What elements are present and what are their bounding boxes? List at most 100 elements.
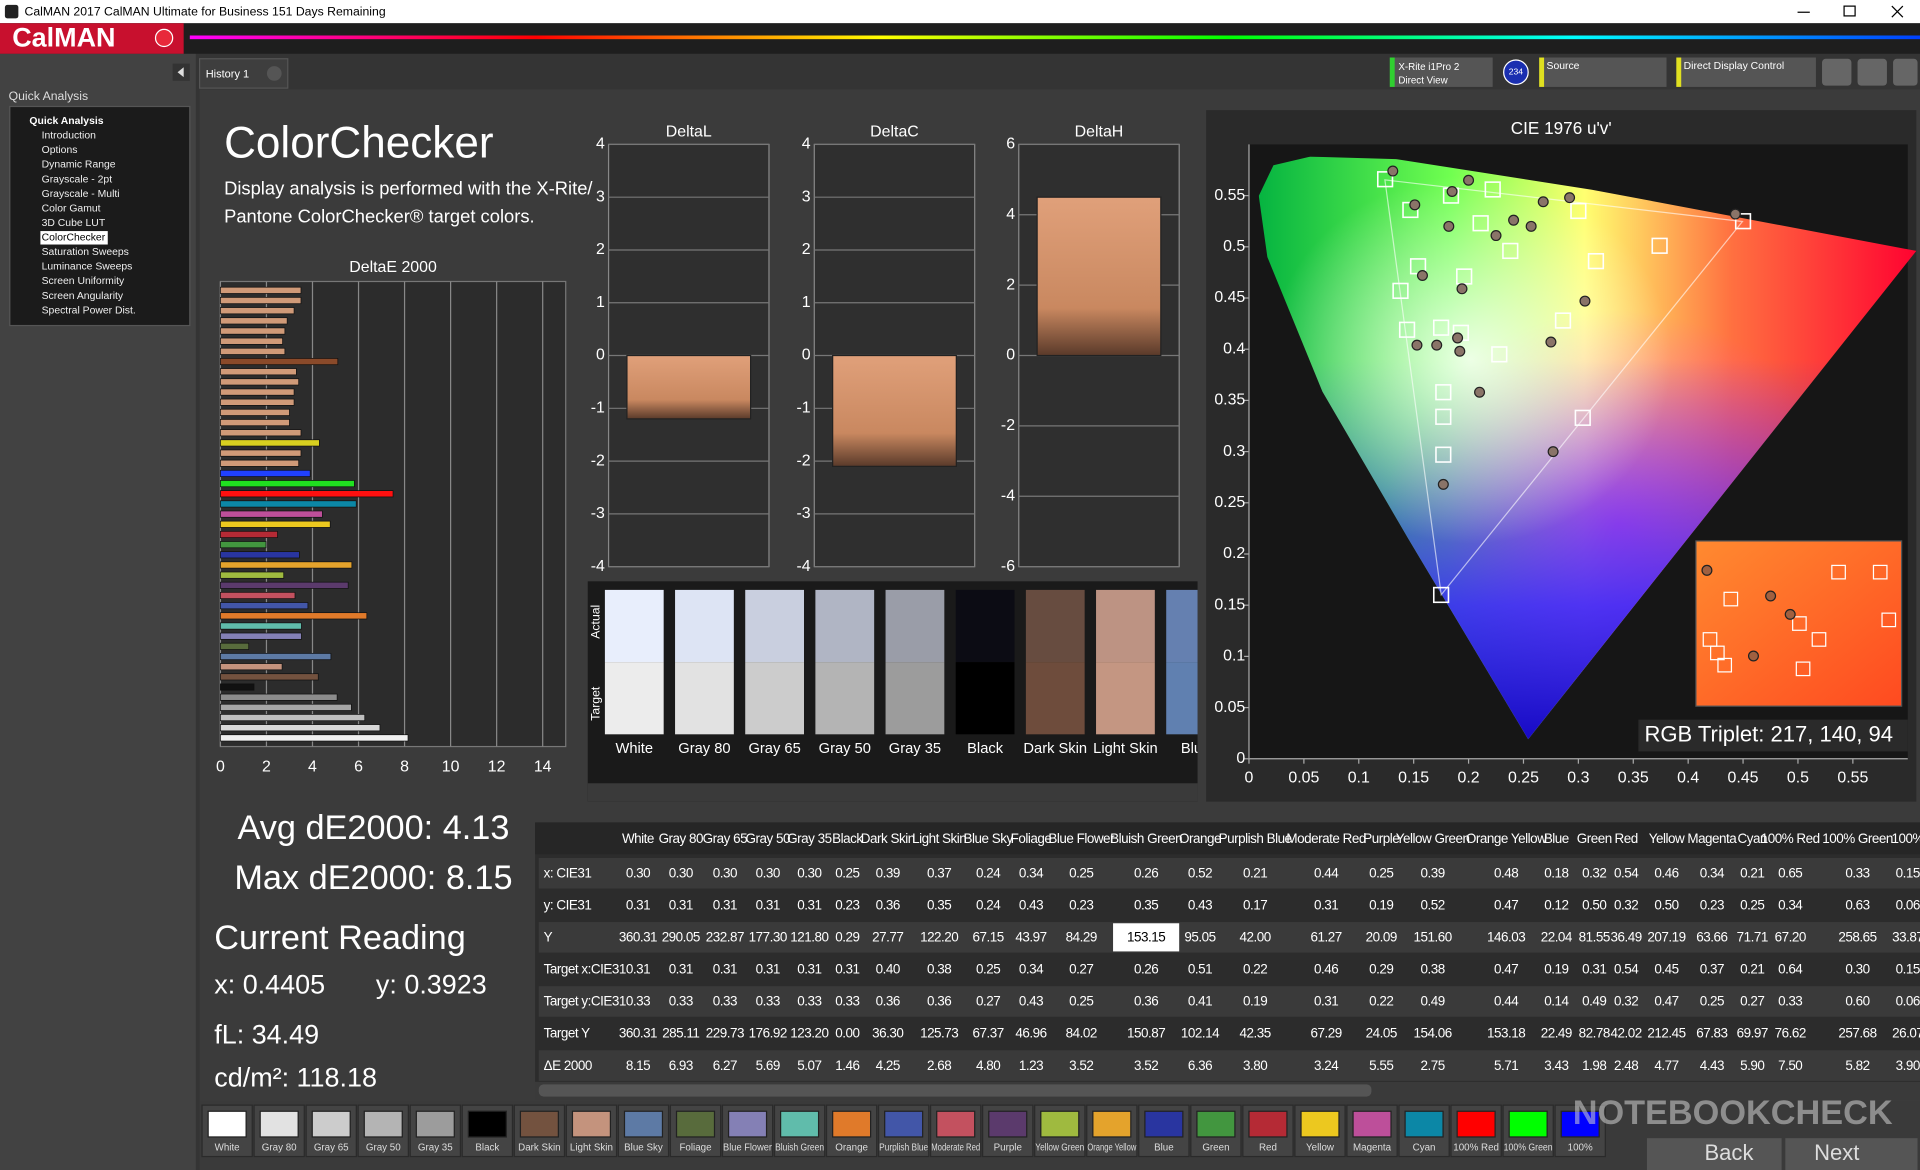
actual-point xyxy=(1474,386,1486,398)
swatch-label: Black xyxy=(967,741,1004,757)
tree-item[interactable]: Introduction xyxy=(42,131,97,142)
tree-item[interactable]: Color Gamut xyxy=(42,203,101,214)
table-cell: 0.12 xyxy=(1544,897,1568,912)
bar xyxy=(220,561,353,569)
column-header: Cyan xyxy=(1738,831,1767,846)
settings-button[interactable] xyxy=(1822,58,1852,86)
tree-item[interactable]: Luminance Sweeps xyxy=(42,262,133,273)
device-badge[interactable] xyxy=(1503,59,1529,86)
patch-swatch xyxy=(207,1110,247,1138)
tree-item[interactable]: Screen Angularity xyxy=(42,291,124,302)
table-cell: 0.25 xyxy=(1700,994,1724,1009)
table-row xyxy=(538,889,1920,921)
table-cell: 0.36 xyxy=(876,994,900,1009)
source-dropdown[interactable] xyxy=(1539,57,1667,87)
swatch-label: Gray 80 xyxy=(678,741,730,757)
swatch-target xyxy=(1025,662,1085,735)
table-cell: 153.15 xyxy=(1127,930,1165,945)
actual-point xyxy=(1452,332,1464,344)
table-cell: 33.87 xyxy=(1892,930,1920,945)
table-cell: 0.47 xyxy=(1654,994,1678,1009)
table-cell: 43.97 xyxy=(1015,930,1046,945)
table-cell: 0.36 xyxy=(876,897,900,912)
tree-item[interactable]: Dynamic Range xyxy=(42,160,116,171)
x-tick-label: 12 xyxy=(488,759,506,776)
help-button[interactable] xyxy=(1857,58,1887,86)
tree-item[interactable]: Spectral Power Dist. xyxy=(42,305,136,316)
table-cell: 0.26 xyxy=(1134,865,1158,880)
column-header: Magenta xyxy=(1687,831,1737,846)
add-tab[interactable] xyxy=(266,66,282,81)
y-tick-label: -2 xyxy=(796,452,810,469)
table-cell: 0.30 xyxy=(1845,962,1869,977)
reading-luminance: cd/m²: 118.18 xyxy=(214,1063,377,1093)
device-dropdown[interactable] xyxy=(1389,57,1493,87)
table-cell: 0.33 xyxy=(669,994,693,1009)
table-scroll-thumb[interactable] xyxy=(538,1084,1372,1097)
patch-swatch xyxy=(311,1110,351,1138)
inset-target xyxy=(1717,657,1733,673)
bar xyxy=(220,469,311,477)
patch-swatch xyxy=(884,1110,924,1138)
table-cell: 0.06 xyxy=(1896,994,1920,1009)
table-cell: 0.27 xyxy=(976,994,1000,1009)
inset-actual xyxy=(1765,590,1777,602)
table-cell: 0.15 xyxy=(1896,865,1920,880)
logo-dropdown[interactable] xyxy=(154,28,174,48)
table-cell: 0.52 xyxy=(1421,897,1445,912)
table-cell: 0.19 xyxy=(1544,962,1568,977)
bar xyxy=(220,490,394,498)
table-cell: 46.96 xyxy=(1015,1026,1046,1041)
table-cell: 1.98 xyxy=(1582,1058,1606,1073)
actual-point xyxy=(1545,336,1557,348)
tree-item[interactable]: Options xyxy=(42,145,78,156)
rainbow-line xyxy=(189,35,1920,40)
tree-item[interactable]: Screen Uniformity xyxy=(42,276,125,287)
close-button[interactable] xyxy=(1891,5,1904,18)
x-tick-label: 0.15 xyxy=(1398,770,1429,787)
bar xyxy=(220,673,319,681)
menu-button[interactable] xyxy=(1893,58,1918,86)
swatch-scrollbar[interactable] xyxy=(587,783,1198,802)
reading-y: y: 0.3923 xyxy=(376,970,487,1000)
bar xyxy=(220,683,255,691)
control-dropdown[interactable] xyxy=(1676,57,1816,87)
tree-item[interactable]: Grayscale - Multi xyxy=(42,189,120,200)
row-label: Target x:CIE31 xyxy=(544,962,626,977)
swatch-label: Blue xyxy=(1181,741,1210,757)
table-cell: 0.39 xyxy=(1421,865,1445,880)
inset-target xyxy=(1811,632,1827,647)
app-icon xyxy=(4,4,19,19)
tree-item[interactable]: Grayscale - 2pt xyxy=(42,174,113,185)
y-tick-label: 1 xyxy=(596,294,605,311)
logo-box[interactable] xyxy=(0,23,184,54)
patch-label: Magenta xyxy=(1353,1143,1392,1154)
x-tick-label: 4 xyxy=(308,759,317,776)
tree-item[interactable]: 3D Cube LUT xyxy=(42,218,106,229)
swatch-target xyxy=(955,662,1015,735)
table-cell: 0.14 xyxy=(1544,994,1569,1009)
tree-item[interactable]: Saturation Sweeps xyxy=(42,247,129,258)
back-button[interactable] xyxy=(1646,1138,1782,1170)
inset-marks xyxy=(1702,564,1897,677)
control-status xyxy=(1676,57,1682,87)
row-label: y: CIE31 xyxy=(544,897,592,912)
tab-label[interactable]: History 1 xyxy=(206,69,249,81)
bar xyxy=(220,510,323,518)
bar xyxy=(220,602,309,610)
bar xyxy=(220,419,290,427)
tree-item[interactable]: ColorChecker xyxy=(42,233,106,244)
y-tick-label: 0.4 xyxy=(1223,340,1245,357)
table-cell: 0.40 xyxy=(876,962,900,977)
device-status xyxy=(1389,57,1395,87)
avg-de: Avg dE2000: 4.13 xyxy=(238,809,510,847)
patch-label: Cyan xyxy=(1413,1143,1436,1154)
table-cell: 24.05 xyxy=(1366,1026,1397,1041)
next-button[interactable] xyxy=(1785,1138,1918,1170)
table-row xyxy=(538,986,1920,1017)
bar xyxy=(220,541,267,549)
swatch-row-label: Target xyxy=(589,686,603,721)
restore-button[interactable] xyxy=(1843,5,1856,17)
source-label: Source xyxy=(1547,61,1580,72)
selected-item xyxy=(40,231,108,245)
